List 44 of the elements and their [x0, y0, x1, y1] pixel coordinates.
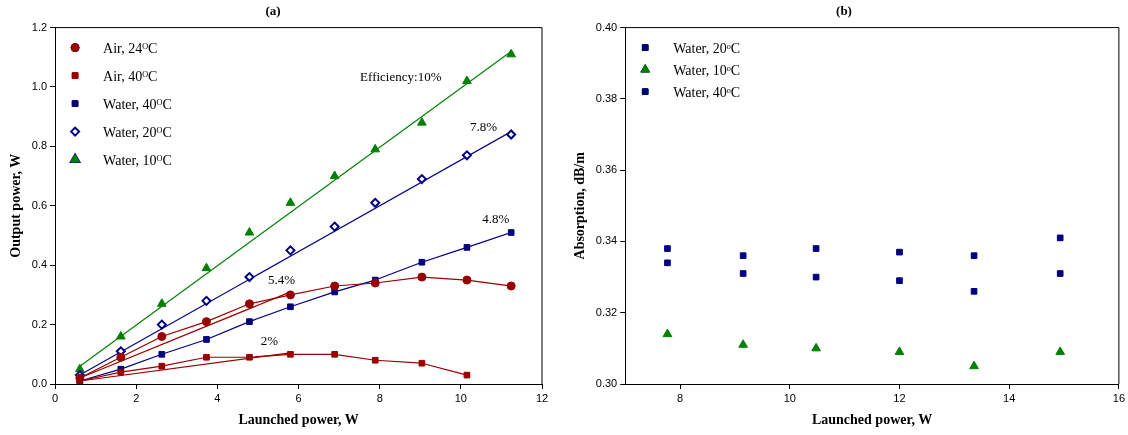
x-tick-label: 12	[893, 391, 906, 404]
legend-label: Water, 40ᵒC	[673, 85, 741, 101]
y-tick-label: 0.30	[595, 377, 618, 390]
y-tick-label: 0.6	[31, 198, 48, 211]
annotation: 5.4%	[267, 272, 296, 288]
x-tick-label: 8	[677, 391, 684, 404]
y-tick-label: 0.2	[31, 317, 48, 330]
x-tick-label: 16	[1112, 391, 1126, 404]
x-tick-label: 14	[1003, 391, 1016, 404]
chart-title: (a)	[265, 3, 281, 19]
y-tick-label: 0.4	[31, 258, 48, 271]
x-tick-label: 10	[783, 391, 796, 404]
legend-label: Air, 24ᴼC	[103, 41, 158, 57]
chart-title: (b)	[836, 3, 852, 19]
y-tick-label: 0.32	[595, 305, 618, 318]
y-tick-label: 0.8	[31, 139, 48, 152]
annotation: 7.8%	[470, 118, 498, 134]
legend-label: Water, 10ᵒC	[673, 63, 741, 79]
legend-label: Water, 10ᴼC	[103, 153, 172, 169]
legend-label: Water, 40ᴼC	[103, 97, 172, 113]
y-tick-label: 0.36	[595, 163, 618, 176]
y-axis-title: Output power, W	[8, 153, 24, 258]
y-tick-label: 1.2	[31, 20, 48, 33]
x-tick-label: 6	[295, 391, 302, 404]
annotation: 2%	[260, 332, 279, 348]
y-tick-label: 0.34	[595, 234, 618, 247]
y-tick-label: 0.0	[31, 377, 48, 390]
legend-label: Water, 20ᵒC	[673, 41, 741, 57]
x-tick-label: 0	[52, 391, 59, 404]
annotation: Efficiency:10%	[360, 68, 442, 84]
x-tick-label: 2	[133, 391, 140, 404]
legend-label: Air, 40ᴼC	[103, 69, 158, 85]
legend-label: Water, 20ᴼC	[103, 125, 172, 141]
x-tick-label: 12	[535, 391, 549, 404]
annotation: 4.8%	[482, 211, 510, 227]
y-tick-label: 0.38	[595, 91, 618, 104]
x-axis-title: Launched power, W	[811, 412, 933, 428]
x-tick-label: 10	[454, 391, 467, 404]
x-tick-label: 8	[376, 391, 383, 404]
x-axis-title: Launched power, W	[238, 412, 359, 428]
y-tick-label: 1.0	[31, 80, 48, 93]
y-axis-title: Absorption, dB/m	[572, 151, 588, 260]
x-tick-label: 4	[214, 391, 221, 404]
y-tick-label: 0.40	[595, 20, 618, 33]
